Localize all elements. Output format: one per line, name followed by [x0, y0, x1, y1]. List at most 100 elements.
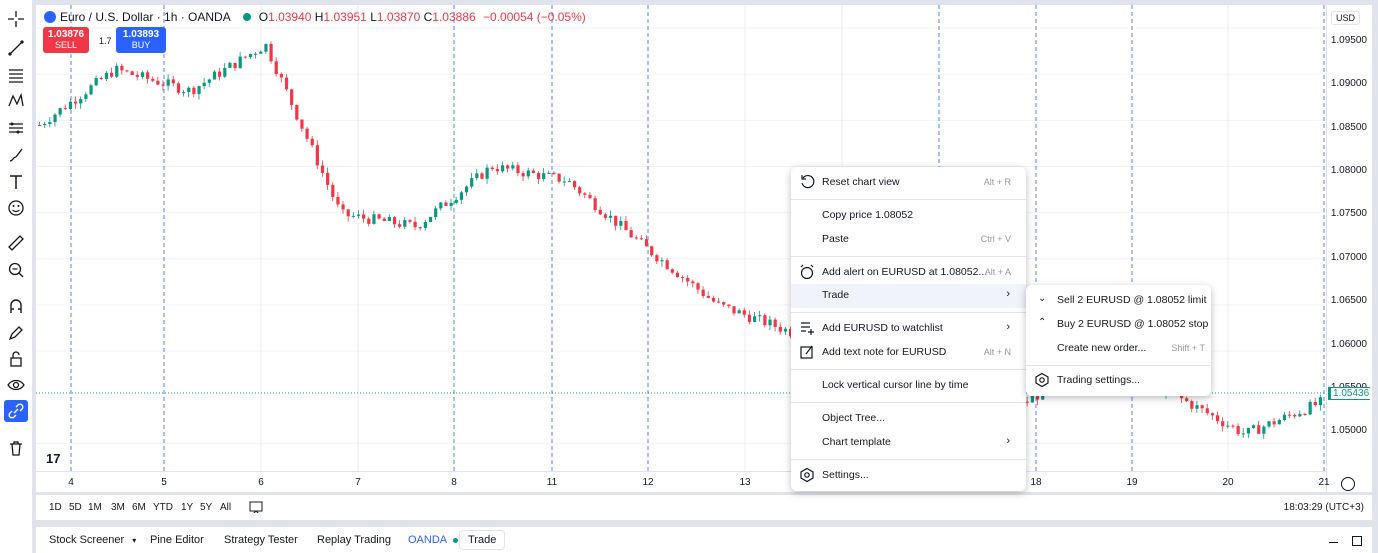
candle	[1262, 424, 1266, 440]
text-icon[interactable]	[4, 171, 28, 193]
chart-settings-icon[interactable]	[1341, 477, 1355, 491]
tab-oanda[interactable]: OANDA	[408, 534, 459, 546]
candle	[650, 245, 654, 258]
candle	[398, 220, 402, 229]
candle	[228, 61, 232, 69]
candle	[737, 308, 741, 314]
candle	[1246, 427, 1251, 439]
candle	[274, 57, 278, 77]
divider	[791, 459, 1026, 460]
buy-label: BUY	[131, 40, 151, 50]
candlestick-plot[interactable]	[36, 5, 1326, 471]
fib-retracement-icon[interactable]	[4, 64, 28, 86]
pencil-lock-icon[interactable]	[4, 322, 28, 344]
range-button-1d[interactable]: 1D	[49, 502, 62, 513]
zoom-icon[interactable]	[4, 259, 28, 281]
range-button-5d[interactable]: 5D	[69, 502, 82, 513]
menu-item-create-order[interactable]: Create new order... Shift + T	[1057, 342, 1205, 354]
menu-item-sell-limit[interactable]: ⌄ Sell 2 EURUSD @ 1.08052 limit	[1026, 289, 1211, 313]
range-button-ytd[interactable]: YTD	[153, 502, 173, 513]
chevron-down-icon: ▾	[132, 536, 137, 545]
time-tick-label: 7	[355, 477, 361, 488]
brush-icon[interactable]	[4, 144, 28, 166]
sell-price: 1.03876	[47, 29, 85, 40]
menu-item-add-to-watchlist[interactable]: Add EURUSD to watchlist ›	[791, 317, 1026, 341]
range-button-5y[interactable]: 5Y	[200, 502, 213, 513]
candle	[1293, 413, 1297, 419]
ohlc-values: O1.03940 H1.03951 L1.03870 C1.03886 −0.0…	[258, 10, 586, 24]
candle	[629, 226, 633, 238]
candle	[161, 80, 165, 91]
menu-item-object-tree[interactable]: Object Tree...	[822, 412, 886, 424]
divider	[791, 256, 1026, 257]
tab-pine-editor[interactable]: Pine Editor	[150, 534, 204, 546]
trash-icon[interactable]	[4, 437, 28, 459]
chart-pane[interactable]: Euro / U.S. Dollar · 1h · OANDA O1.03940…	[36, 5, 1372, 492]
maximize-icon[interactable]	[1352, 536, 1362, 546]
tradingview-logo: 17	[46, 451, 61, 466]
symbol-title[interactable]: Euro / U.S. Dollar · 1h · OANDA	[60, 10, 231, 24]
candle	[336, 191, 340, 208]
time-axis[interactable]: 4 5 6 7 8 11 12 13 18 19 20 21	[36, 471, 1330, 493]
menu-item-copy-price[interactable]: Copy price 1.08052	[822, 209, 914, 221]
candle	[506, 164, 510, 173]
trend-line-icon[interactable]	[4, 37, 28, 59]
candle	[115, 63, 119, 79]
candle	[300, 119, 304, 132]
buy-button[interactable]: 1.03893 BUY	[116, 27, 166, 53]
menu-item-buy-stop[interactable]: ⌃ Buy 2 EURUSD @ 1.08052 stop	[1026, 313, 1211, 337]
candle	[1215, 411, 1220, 425]
range-button-all[interactable]: All	[220, 502, 232, 513]
emoji-icon[interactable]	[4, 197, 28, 219]
link-icon[interactable]	[4, 400, 28, 422]
candle	[341, 200, 345, 214]
candle	[140, 70, 145, 80]
candle	[773, 317, 777, 332]
tab-trade[interactable]: Trade	[459, 530, 506, 550]
menu-item-reset-chart-view[interactable]: Reset chart view Alt + R	[791, 171, 1026, 195]
menu-item-add-text-note[interactable]: Add text note for EURUSD Alt + N	[791, 341, 1026, 365]
bottom-panel-tabs: Stock Screener ▾ Pine Editor Strategy Tes…	[36, 527, 1372, 553]
price-axis[interactable]: USD 1.09500 1.09000 1.08500 1.08000 1.07500 1…	[1326, 5, 1373, 492]
range-button-6m[interactable]: 6M	[132, 502, 146, 513]
price-tick-label: 1.07500	[1330, 208, 1367, 219]
candle	[500, 161, 505, 173]
menu-item-trading-settings[interactable]: Trading settings...	[1026, 369, 1211, 393]
projection-icon[interactable]	[4, 117, 28, 139]
candle	[89, 83, 93, 96]
candle	[202, 77, 206, 90]
sell-button[interactable]: 1.03876 SELL	[43, 27, 89, 53]
menu-item-add-alert[interactable]: Add alert on EURUSD at 1.08052... Alt + A	[791, 261, 1026, 285]
date-range-icon[interactable]	[249, 501, 263, 515]
menu-item-settings[interactable]: Settings...	[791, 464, 1026, 488]
magnet-icon[interactable]	[4, 295, 28, 317]
candle	[660, 257, 664, 267]
menu-item-lock-cursor[interactable]: Lock vertical cursor line by time	[822, 379, 969, 391]
candle	[207, 78, 211, 88]
crosshair-icon[interactable]	[4, 8, 28, 30]
tab-strategy-tester[interactable]: Strategy Tester	[224, 534, 298, 546]
candle	[1236, 423, 1240, 437]
candle	[598, 206, 602, 215]
candle	[125, 69, 129, 73]
candle	[614, 215, 618, 231]
range-button-1y[interactable]: 1Y	[181, 502, 194, 513]
time-tick-label: 20	[1222, 477, 1234, 488]
lock-icon[interactable]	[4, 348, 28, 370]
menu-item-trade[interactable]: Trade ›	[791, 284, 1026, 308]
range-button-3m[interactable]: 3M	[111, 502, 125, 513]
candle	[248, 53, 253, 60]
tab-stock-screener[interactable]: Stock Screener ▾	[49, 534, 137, 546]
price-tick-label: 1.07000	[1330, 252, 1367, 263]
candle	[1200, 404, 1204, 414]
range-button-1m[interactable]: 1M	[88, 502, 102, 513]
eye-icon[interactable]	[4, 374, 28, 396]
clock[interactable]: 18:03:29 (UTC+3)	[1283, 502, 1364, 513]
tab-replay-trading[interactable]: Replay Trading	[317, 534, 391, 546]
minimize-icon[interactable]	[1329, 542, 1338, 543]
menu-item-chart-template[interactable]: Chart template ›	[822, 435, 1010, 448]
pattern-icon[interactable]	[4, 90, 28, 112]
ruler-icon[interactable]	[4, 232, 28, 254]
menu-item-paste[interactable]: Paste Ctrl + V	[822, 233, 1011, 245]
currency-selector[interactable]: USD	[1331, 11, 1361, 25]
